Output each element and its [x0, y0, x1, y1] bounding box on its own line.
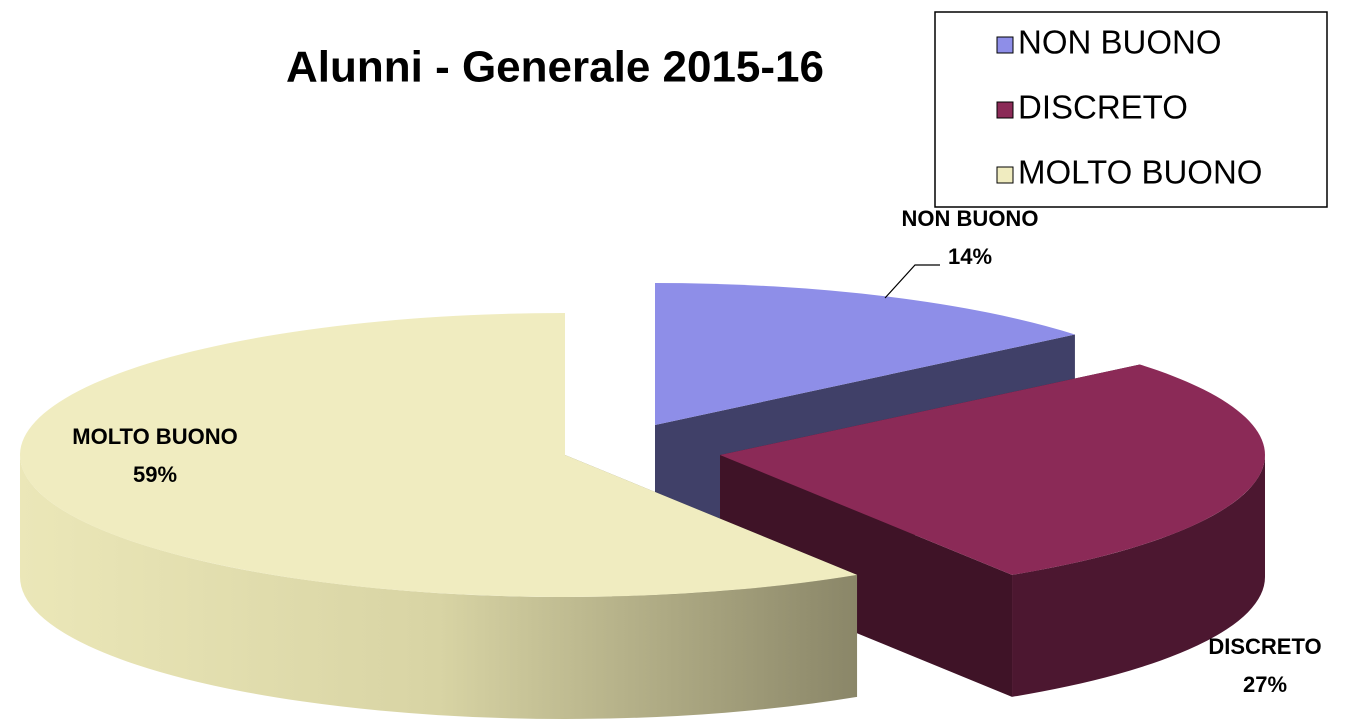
leader-line [884, 264, 940, 299]
data-label-name: MOLTO BUONO [72, 424, 237, 449]
data-label-value: 14% [948, 244, 992, 269]
legend-swatch [996, 166, 1014, 184]
slice-wall [20, 455, 858, 719]
slice [720, 364, 1265, 575]
data-label-name: DISCRETO [1208, 634, 1321, 659]
legend: NON BUONO DISCRETO MOLTO BUONO [996, 24, 1262, 191]
legend-label: NON BUONO [1018, 24, 1222, 61]
slice [655, 283, 1075, 425]
data-label-name: NON BUONO [902, 206, 1039, 231]
legend-label: DISCRETO [1018, 89, 1188, 126]
data-label-value: 59% [133, 462, 177, 487]
pie [20, 283, 1265, 719]
chart-title: Alunni - Generale 2015-16 [286, 43, 824, 92]
legend-swatch [996, 36, 1014, 54]
legend-swatch [996, 101, 1014, 119]
slice [20, 313, 858, 597]
data-label-value: 27% [1243, 672, 1287, 697]
legend-label: MOLTO BUONO [1018, 154, 1262, 191]
slice-side [720, 455, 1013, 697]
labels: NON BUONO 14% DISCRETO 27% MOLTO BUONO 59% [72, 206, 1321, 697]
slice-wall [1012, 455, 1265, 697]
